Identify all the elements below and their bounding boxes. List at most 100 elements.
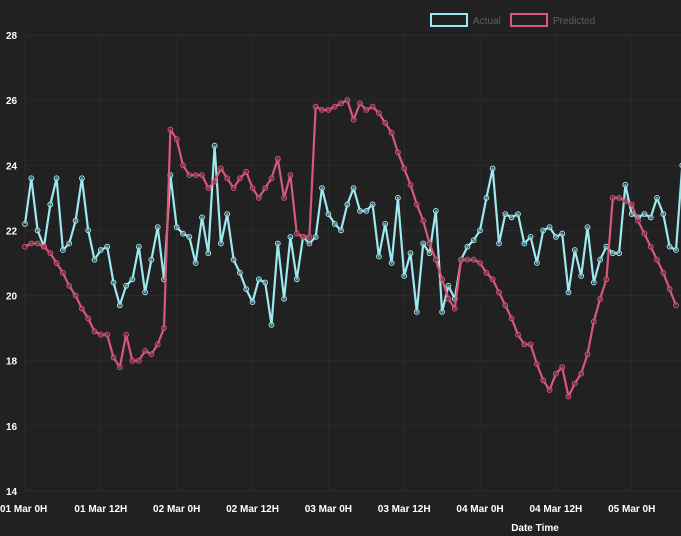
data-point-predicted[interactable] xyxy=(666,286,673,293)
data-point-actual[interactable] xyxy=(439,309,446,315)
data-point-actual[interactable] xyxy=(357,208,363,214)
data-point-predicted[interactable] xyxy=(483,269,490,276)
data-point-actual[interactable] xyxy=(116,302,123,309)
data-point-actual[interactable] xyxy=(584,224,591,231)
data-point-actual[interactable] xyxy=(104,243,111,250)
data-point-predicted[interactable] xyxy=(161,325,167,332)
data-point-predicted[interactable] xyxy=(205,185,212,192)
data-point-actual[interactable] xyxy=(515,211,521,218)
data-point-actual[interactable] xyxy=(508,214,515,221)
data-point-predicted[interactable] xyxy=(97,331,104,338)
data-point-actual[interactable] xyxy=(470,237,477,244)
data-point-predicted[interactable] xyxy=(546,387,553,393)
data-point-actual[interactable] xyxy=(331,221,338,227)
data-point-predicted[interactable] xyxy=(66,282,73,289)
data-point-actual[interactable] xyxy=(218,240,224,247)
data-point-predicted[interactable] xyxy=(148,351,155,358)
data-point-predicted[interactable] xyxy=(388,129,395,136)
data-point-predicted[interactable] xyxy=(192,172,199,179)
data-point-actual[interactable] xyxy=(211,142,218,149)
data-point-actual[interactable] xyxy=(287,234,294,240)
data-point-predicted[interactable] xyxy=(249,185,256,192)
data-point-predicted[interactable] xyxy=(609,195,616,201)
data-point-actual[interactable] xyxy=(91,256,98,263)
data-point-actual[interactable] xyxy=(597,256,603,263)
data-point-predicted[interactable] xyxy=(647,243,654,250)
data-point-actual[interactable] xyxy=(47,201,54,208)
data-point-predicted[interactable] xyxy=(211,178,218,185)
data-point-predicted[interactable] xyxy=(338,100,344,107)
data-point-predicted[interactable] xyxy=(293,230,300,237)
data-point-predicted[interactable] xyxy=(628,201,635,208)
data-point-actual[interactable] xyxy=(401,273,408,279)
data-point-predicted[interactable] xyxy=(515,331,521,338)
data-point-predicted[interactable] xyxy=(281,195,288,201)
data-point-actual[interactable] xyxy=(489,165,496,172)
data-point-actual[interactable] xyxy=(237,269,243,276)
data-point-predicted[interactable] xyxy=(559,364,566,371)
data-point-predicted[interactable] xyxy=(325,107,332,113)
data-point-predicted[interactable] xyxy=(363,107,370,113)
data-point-actual[interactable] xyxy=(325,211,332,218)
data-point-predicted[interactable] xyxy=(237,175,243,182)
data-point-predicted[interactable] xyxy=(432,256,439,263)
data-point-actual[interactable] xyxy=(483,195,490,201)
data-point-predicted[interactable] xyxy=(382,120,389,126)
data-point-predicted[interactable] xyxy=(407,181,414,188)
data-point-actual[interactable] xyxy=(129,276,136,283)
data-point-predicted[interactable] xyxy=(243,168,250,175)
data-point-predicted[interactable] xyxy=(85,315,92,322)
data-point-predicted[interactable] xyxy=(186,172,193,179)
data-point-actual[interactable] xyxy=(344,201,351,208)
data-point-predicted[interactable] xyxy=(319,107,325,113)
data-point-predicted[interactable] xyxy=(496,289,502,296)
data-point-actual[interactable] xyxy=(673,247,679,253)
data-point-actual[interactable] xyxy=(546,224,553,231)
data-point-actual[interactable] xyxy=(268,322,275,328)
data-point-predicted[interactable] xyxy=(53,260,60,266)
data-point-actual[interactable] xyxy=(413,309,420,315)
data-point-predicted[interactable] xyxy=(274,155,281,162)
data-point-predicted[interactable] xyxy=(350,116,357,123)
data-point-actual[interactable] xyxy=(79,175,85,182)
data-point-predicted[interactable] xyxy=(527,341,534,348)
data-point-predicted[interactable] xyxy=(72,292,79,299)
data-point-actual[interactable] xyxy=(312,234,319,240)
data-point-actual[interactable] xyxy=(274,240,281,247)
data-point-predicted[interactable] xyxy=(616,195,622,201)
data-point-actual[interactable] xyxy=(262,279,269,286)
data-point-predicted[interactable] xyxy=(116,364,123,371)
data-point-actual[interactable] xyxy=(540,227,547,234)
data-point-predicted[interactable] xyxy=(673,302,679,309)
data-point-actual[interactable] xyxy=(445,282,452,289)
data-point-actual[interactable] xyxy=(66,240,73,247)
data-point-actual[interactable] xyxy=(148,256,155,263)
data-point-predicted[interactable] xyxy=(154,341,161,348)
data-point-actual[interactable] xyxy=(641,211,648,218)
data-point-predicted[interactable] xyxy=(660,269,667,276)
data-point-actual[interactable] xyxy=(199,214,205,221)
data-point-predicted[interactable] xyxy=(287,172,294,179)
data-point-actual[interactable] xyxy=(110,279,117,286)
data-point-predicted[interactable] xyxy=(521,341,528,348)
data-point-predicted[interactable] xyxy=(426,240,433,247)
data-point-actual[interactable] xyxy=(609,250,616,257)
data-point-predicted[interactable] xyxy=(262,185,269,192)
data-point-actual[interactable] xyxy=(395,195,401,201)
data-point-predicted[interactable] xyxy=(218,165,224,172)
data-point-predicted[interactable] xyxy=(584,351,591,358)
data-point-predicted[interactable] xyxy=(464,256,471,263)
data-point-actual[interactable] xyxy=(432,208,439,214)
data-point-actual[interactable] xyxy=(186,234,193,240)
data-point-predicted[interactable] xyxy=(508,315,515,322)
data-point-predicted[interactable] xyxy=(79,305,85,312)
data-point-actual[interactable] xyxy=(319,185,325,192)
data-point-predicted[interactable] xyxy=(180,162,186,169)
data-point-actual[interactable] xyxy=(616,250,622,257)
data-point-predicted[interactable] xyxy=(129,357,136,364)
data-point-predicted[interactable] xyxy=(540,377,547,384)
data-point-actual[interactable] xyxy=(382,221,389,227)
data-point-actual[interactable] xyxy=(534,260,540,266)
data-point-actual[interactable] xyxy=(306,240,313,247)
data-point-actual[interactable] xyxy=(173,224,180,231)
